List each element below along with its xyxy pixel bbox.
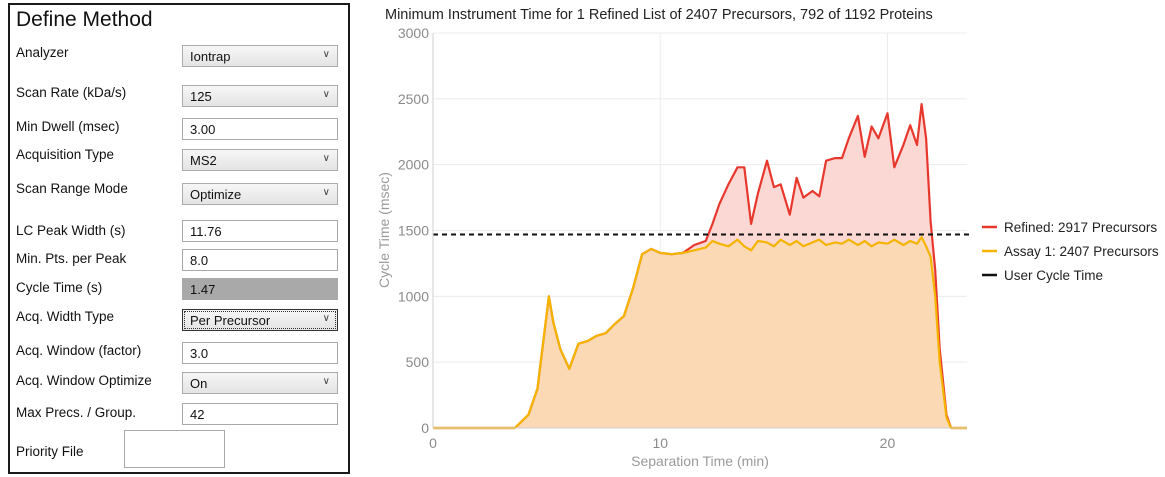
y-tick-label: 3000	[398, 25, 429, 41]
y-tick-label: 1500	[398, 223, 429, 239]
chart-lines	[433, 102, 967, 430]
chevron-down-icon: ∨	[322, 187, 330, 198]
min-dwell-input[interactable]: 3.00	[182, 118, 338, 140]
chevron-down-icon: ∨	[322, 313, 330, 324]
panel-title: Define Method	[16, 8, 153, 31]
acq-window-factor-input[interactable]: 3.0	[182, 342, 338, 364]
max-precs-input[interactable]: 42	[182, 403, 338, 425]
analyzer-select[interactable]: Iontrap ∨	[182, 45, 338, 67]
legend-label-2: User Cycle Time	[1004, 268, 1103, 283]
chart-axes: 0 500 1000 1500 2000 2500 3000 0 10 20	[398, 25, 967, 451]
cycle-time-chart: Minimum Instrument Time for 1 Refined Li…	[376, 7, 1159, 469]
y-tick-label: 2000	[398, 157, 429, 173]
scan-rate-value: 125	[190, 89, 212, 104]
acq-window-optimize-label: Acq. Window Optimize	[16, 373, 152, 388]
min-pts-per-peak-label: Min. Pts. per Peak	[16, 251, 127, 266]
scan-rate-label: Scan Rate (kDa/s)	[16, 85, 127, 100]
cycle-time-label: Cycle Time (s)	[16, 280, 103, 295]
x-tick-label: 20	[880, 435, 896, 451]
lc-peak-width-input[interactable]: 11.76	[182, 220, 338, 242]
series-area-1	[433, 237, 967, 428]
y-tick-label: 0	[421, 420, 429, 436]
cycle-time-readonly: 1.47	[182, 278, 338, 300]
analyzer-label: Analyzer	[16, 45, 69, 60]
x-tick-label: 10	[652, 435, 668, 451]
acq-width-type-label: Acq. Width Type	[16, 309, 115, 324]
acq-window-optimize-value: On	[190, 376, 208, 391]
scan-rate-select[interactable]: 125 ∨	[182, 85, 338, 107]
priority-file-input[interactable]	[124, 430, 225, 468]
chart-areas	[433, 104, 967, 428]
min-pts-per-peak-input[interactable]: 8.0	[182, 249, 338, 271]
y-tick-label: 500	[406, 354, 430, 370]
series-line-1	[433, 236, 967, 430]
lc-peak-width-label: LC Peak Width (s)	[16, 223, 126, 238]
legend-label-0: Refined: 2917 Precursors	[1004, 220, 1157, 235]
acq-window-optimize-select[interactable]: On ∨	[182, 372, 338, 394]
y-axis-label: Cycle Time (msec)	[376, 172, 392, 288]
chart-legend: Refined: 2917 Precursors Assay 1: 2407 Pr…	[982, 220, 1159, 283]
y-tick-label: 2500	[398, 91, 429, 107]
chart-title: Minimum Instrument Time for 1 Refined Li…	[385, 7, 933, 23]
legend-label-1: Assay 1: 2407 Precursors	[1004, 244, 1159, 259]
acquisition-type-label: Acquisition Type	[16, 147, 115, 162]
x-axis-label: Separation Time (min)	[631, 453, 769, 469]
acq-width-type-value: Per Precursor	[190, 313, 271, 328]
priority-file-label: Priority File	[16, 444, 84, 459]
acq-window-factor-label: Acq. Window (factor)	[16, 343, 142, 358]
min-dwell-label: Min Dwell (msec)	[16, 119, 120, 134]
x-tick-label: 0	[429, 435, 437, 451]
analyzer-value: Iontrap	[190, 49, 231, 64]
scan-range-mode-label: Scan Range Mode	[16, 181, 128, 196]
scan-range-mode-select[interactable]: Optimize ∨	[182, 183, 338, 205]
acquisition-type-select[interactable]: MS2 ∨	[182, 149, 338, 171]
define-method-panel: Define Method Analyzer Iontrap ∨ Scan Rat…	[8, 3, 350, 474]
chevron-down-icon: ∨	[322, 376, 330, 387]
acquisition-type-value: MS2	[190, 153, 217, 168]
acq-width-type-select[interactable]: Per Precursor ∨	[182, 309, 338, 331]
chevron-down-icon: ∨	[322, 153, 330, 164]
chevron-down-icon: ∨	[322, 49, 330, 60]
max-precs-label: Max Precs. / Group.	[16, 405, 137, 420]
chevron-down-icon: ∨	[322, 89, 330, 100]
y-tick-label: 1000	[398, 288, 429, 304]
scan-range-mode-value: Optimize	[190, 187, 242, 202]
